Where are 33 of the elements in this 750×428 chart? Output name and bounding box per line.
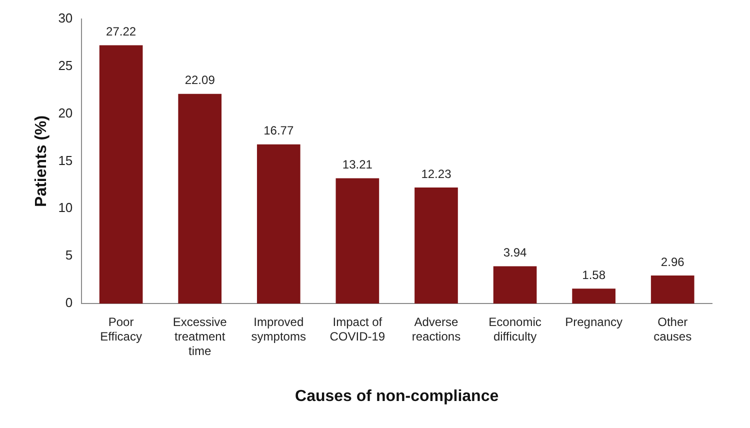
data-label: 13.21 — [342, 158, 373, 172]
data-label: 27.22 — [106, 24, 136, 39]
x-tick-label: Adverse reactions — [412, 315, 461, 344]
bar — [99, 45, 143, 304]
x-tick-label: Excessive treatment time — [172, 315, 228, 358]
x-tick-label: Improved symptoms — [251, 315, 306, 344]
data-label: 16.77 — [264, 124, 294, 138]
data-label: 1.58 — [582, 268, 606, 282]
x-axis-title: Causes of non-compliance — [295, 388, 499, 405]
y-tick-label: 5 — [65, 248, 73, 263]
y-axis-title: Patients (%) — [33, 115, 50, 207]
data-label: 2.96 — [660, 254, 685, 269]
bar — [493, 266, 537, 304]
data-label: 12.23 — [421, 166, 452, 181]
y-tick-label: 0 — [65, 295, 73, 310]
x-tick-label: Pregnancy — [565, 315, 622, 330]
y-tick-label: 15 — [58, 152, 73, 168]
bar — [256, 144, 300, 304]
bar — [336, 178, 380, 304]
x-tick-label: Poor Efficacy — [100, 315, 142, 344]
y-tick-label: 10 — [58, 200, 73, 216]
y-tick-label: 20 — [58, 105, 73, 120]
x-tick-label: Other causes — [654, 315, 692, 344]
bar — [650, 276, 694, 304]
x-tick-label: Impact of COVID-19 — [330, 315, 386, 344]
data-label: 22.09 — [184, 73, 216, 88]
data-label: 3.94 — [503, 246, 528, 260]
y-tick-label: 25 — [58, 58, 73, 73]
y-tick-label: 30 — [58, 10, 73, 26]
x-tick-label: Economic difficulty — [488, 315, 542, 344]
bar — [414, 187, 458, 304]
bar — [178, 94, 222, 304]
bar — [572, 288, 616, 304]
